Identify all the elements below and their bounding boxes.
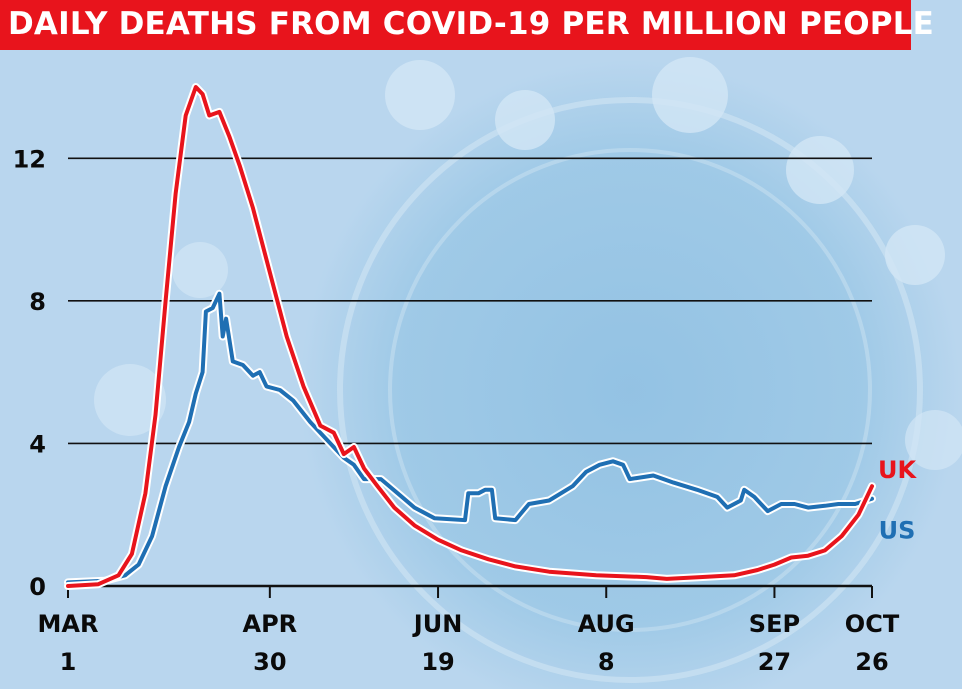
x-tick-label: OCT [845, 610, 900, 638]
x-tick-label: SEP [749, 610, 800, 638]
x-tick-label: 30 [253, 648, 286, 676]
x-tick-label: JUN [412, 610, 463, 638]
x-tick-label: 1 [60, 648, 77, 676]
y-axis-ticks: 0 4 8 12 [13, 145, 46, 601]
series-line-us [66, 291, 874, 585]
x-tick-label: MAR [38, 610, 99, 638]
x-tick-label: 8 [598, 648, 615, 676]
grid-lines [68, 157, 872, 588]
x-tick-label: 27 [758, 648, 791, 676]
series-label-us: US [879, 517, 916, 545]
series-labels: UK US [878, 456, 917, 544]
x-tick-label: 19 [421, 648, 454, 676]
series-lines [64, 83, 876, 590]
y-tick-label: 4 [29, 430, 46, 458]
y-tick-label: 12 [13, 145, 46, 173]
title-bar: DAILY DEATHS FROM COVID-19 PER MILLION P… [0, 0, 934, 50]
y-tick-label: 0 [29, 573, 46, 601]
series-line-uk [66, 85, 874, 588]
chart-title: DAILY DEATHS FROM COVID-19 PER MILLION P… [8, 6, 935, 42]
x-axis-ticks: MAR 1 APR 30 JUN 19 AUG 8 SEP 27 OCT 26 [38, 586, 900, 676]
series-label-uk: UK [878, 456, 917, 484]
series-halo-us [64, 289, 876, 587]
y-tick-label: 8 [29, 288, 46, 316]
x-tick-label: AUG [578, 610, 635, 638]
x-tick-label: 26 [855, 648, 888, 676]
x-tick-label: APR [243, 610, 298, 638]
